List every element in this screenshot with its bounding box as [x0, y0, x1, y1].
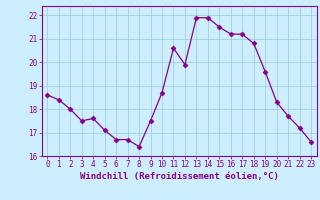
X-axis label: Windchill (Refroidissement éolien,°C): Windchill (Refroidissement éolien,°C) — [80, 172, 279, 181]
